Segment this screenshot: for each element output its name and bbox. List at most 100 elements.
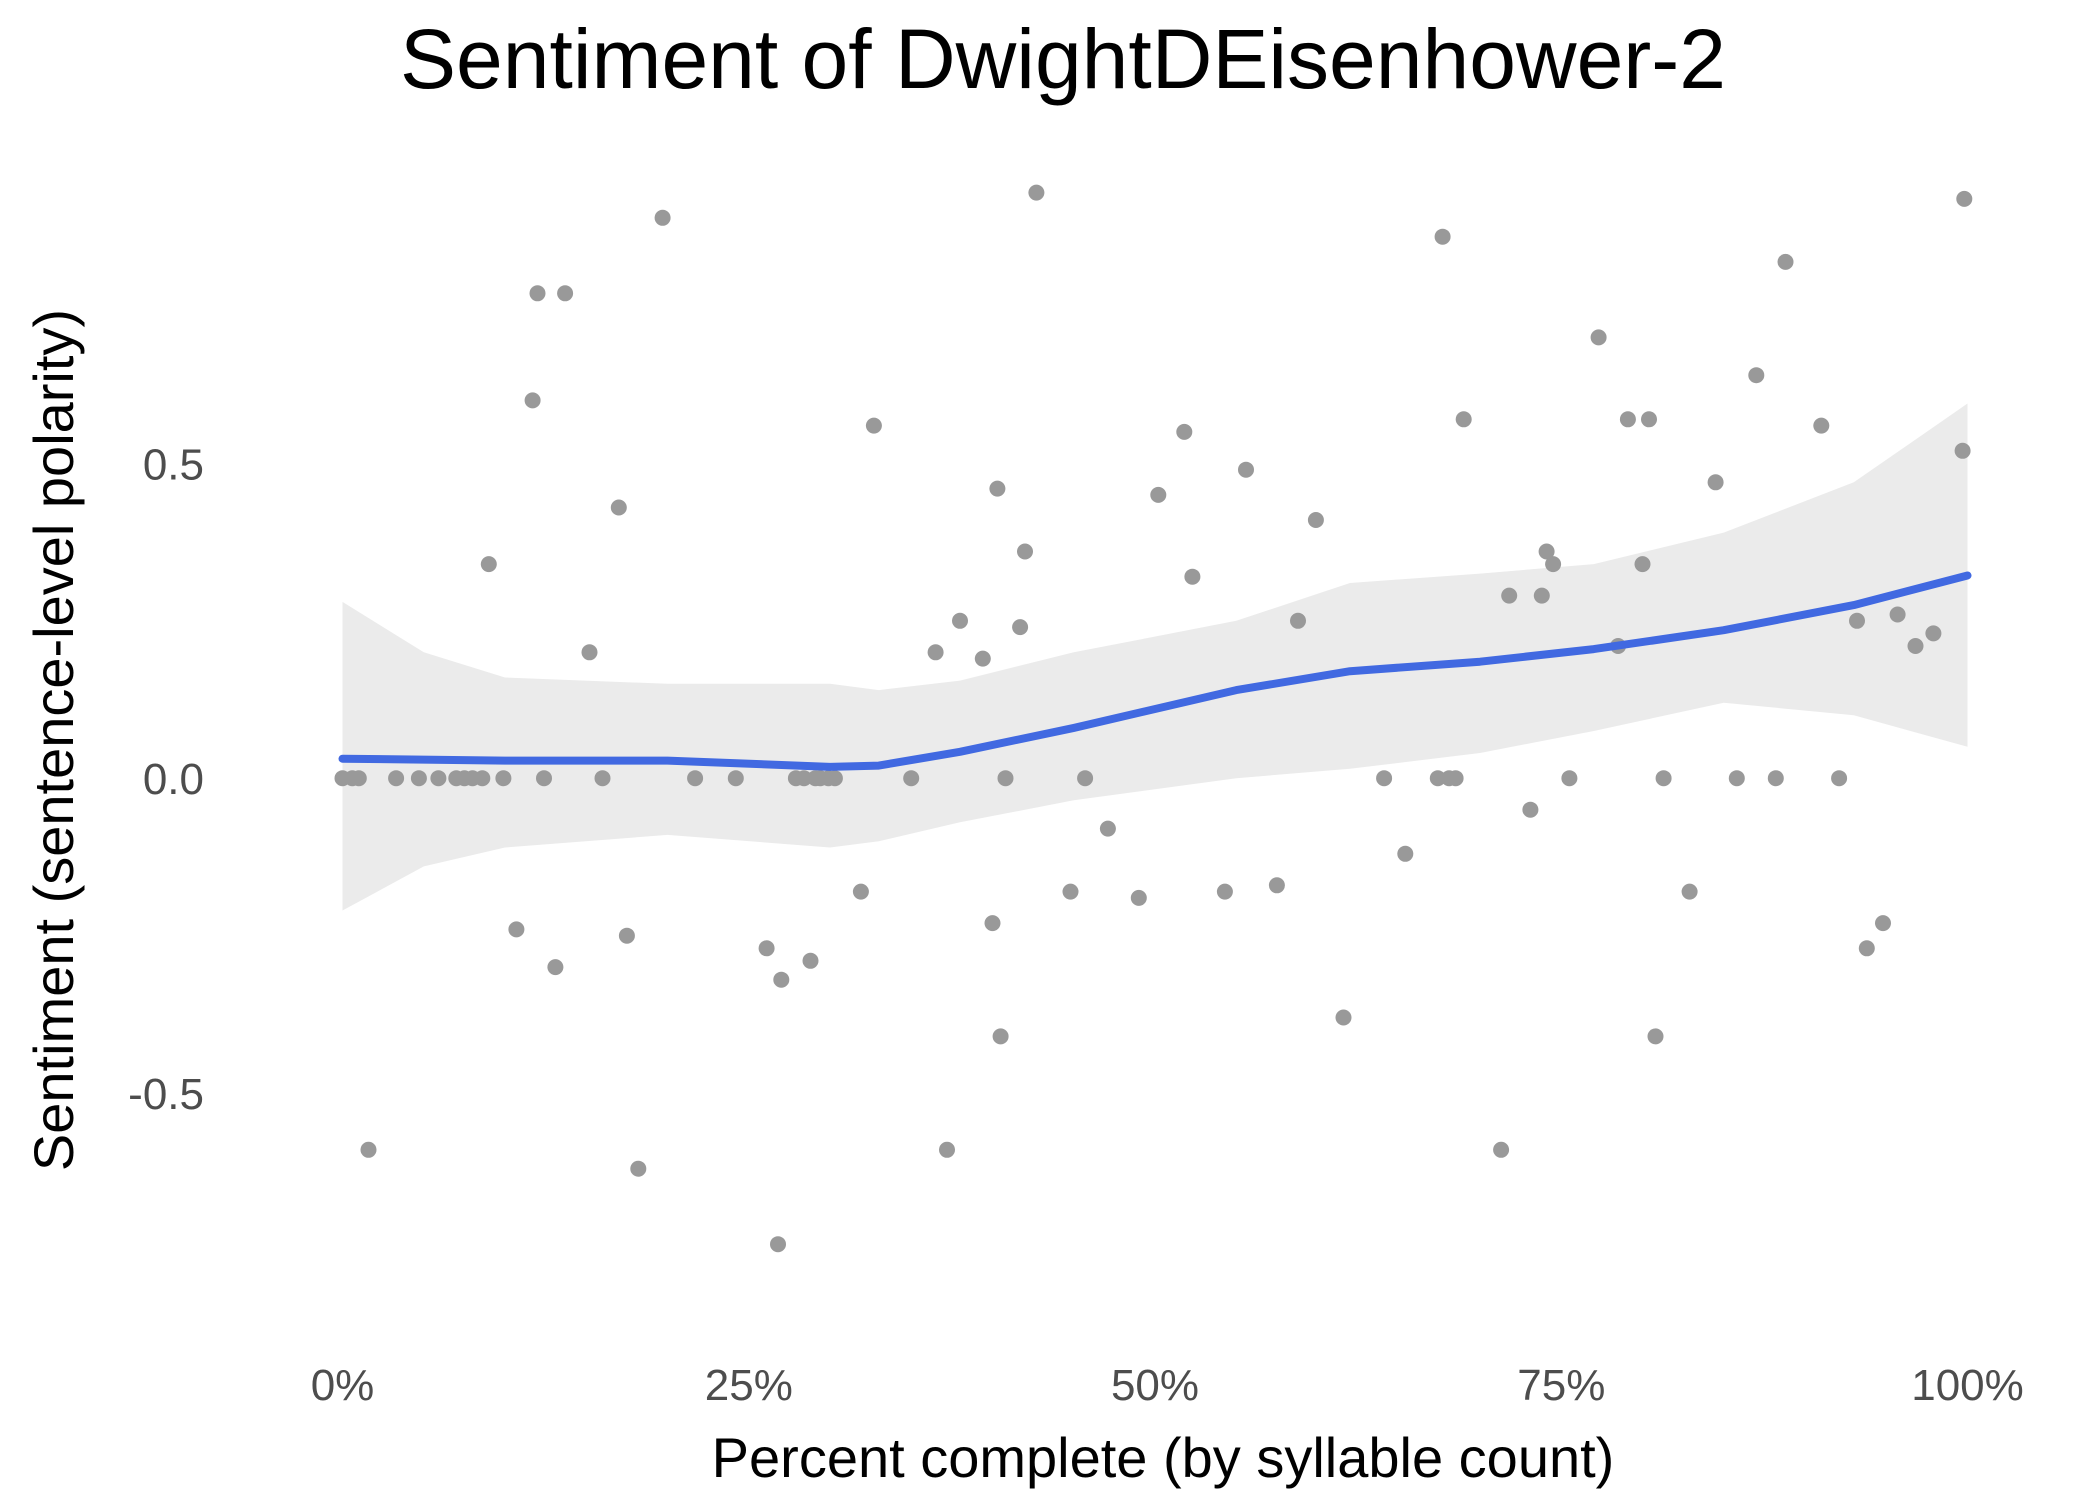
- y-tick-label: 0.0: [143, 755, 204, 804]
- x-tick-labels: 0% 25% 50% 75% 100%: [311, 1361, 2024, 1410]
- data-point: [1831, 770, 1848, 787]
- data-point: [1429, 770, 1446, 787]
- data-point: [1634, 556, 1651, 573]
- x-tick-label: 100%: [1911, 1361, 2024, 1410]
- data-point: [865, 417, 882, 434]
- data-point: [1619, 411, 1636, 428]
- data-point: [1493, 1141, 1510, 1158]
- data-point: [1707, 474, 1724, 491]
- data-point: [1434, 228, 1451, 245]
- data-point: [474, 770, 491, 787]
- data-point: [1130, 889, 1147, 906]
- data-point: [992, 1028, 1009, 1045]
- data-point: [989, 480, 1006, 497]
- data-point: [952, 612, 968, 629]
- data-point: [903, 770, 920, 787]
- confidence-band: [342, 403, 1968, 911]
- x-tick-label: 75%: [1517, 1361, 1605, 1410]
- data-point: [495, 770, 512, 787]
- data-point: [1447, 770, 1464, 787]
- data-point: [1538, 543, 1555, 560]
- data-point: [1397, 845, 1414, 862]
- x-axis-label: Percent complete (by syllable count): [712, 1426, 1615, 1489]
- data-point: [1813, 417, 1830, 434]
- data-point: [557, 285, 574, 302]
- data-point: [581, 644, 598, 661]
- data-point: [1012, 619, 1029, 636]
- data-point: [430, 770, 447, 787]
- data-point: [1307, 512, 1324, 528]
- y-tick-label: -0.5: [128, 1070, 204, 1119]
- data-point: [1017, 543, 1033, 560]
- data-point: [480, 556, 497, 573]
- data-point: [350, 770, 367, 787]
- data-point: [796, 770, 812, 787]
- data-point: [1954, 442, 1971, 459]
- data-point: [1290, 612, 1306, 629]
- chart-title: Sentiment of DwightDEisenhower-2: [400, 12, 1726, 106]
- data-point: [1907, 638, 1924, 654]
- data-point: [1561, 770, 1578, 787]
- data-point: [1647, 1028, 1664, 1045]
- data-point: [1238, 461, 1254, 478]
- points-layer: [334, 184, 1973, 1253]
- data-point: [1099, 820, 1116, 837]
- data-point: [974, 650, 991, 667]
- data-point: [594, 770, 611, 787]
- y-axis-label: Sentiment (sentence-level polarity): [22, 309, 85, 1171]
- data-point: [1028, 184, 1045, 201]
- data-point: [997, 770, 1014, 787]
- data-point: [1777, 253, 1794, 270]
- data-point: [1728, 770, 1745, 787]
- data-point: [630, 1160, 647, 1177]
- data-point: [1077, 770, 1094, 787]
- data-point: [1925, 625, 1942, 642]
- data-point: [939, 1141, 955, 1158]
- data-point: [826, 770, 843, 787]
- data-point: [1889, 606, 1906, 623]
- data-point: [984, 915, 1001, 932]
- data-point: [388, 770, 405, 787]
- data-point: [1655, 770, 1672, 787]
- data-point: [773, 971, 790, 988]
- data-point: [1681, 883, 1698, 900]
- data-point: [1150, 486, 1167, 503]
- data-point: [547, 959, 564, 976]
- confidence-band-layer: [342, 403, 1968, 911]
- data-point: [1590, 329, 1607, 346]
- data-point: [360, 1141, 377, 1158]
- data-point: [1545, 556, 1562, 573]
- data-point: [1501, 587, 1518, 604]
- data-point: [1522, 801, 1539, 818]
- data-point: [927, 644, 944, 661]
- data-point: [1748, 367, 1765, 384]
- data-point: [1216, 883, 1233, 900]
- data-point: [618, 927, 635, 944]
- data-point: [758, 940, 775, 957]
- data-point: [1455, 411, 1472, 428]
- data-point: [852, 883, 869, 900]
- data-point: [1533, 587, 1550, 604]
- x-tick-label: 25%: [705, 1361, 793, 1410]
- data-point: [610, 499, 627, 516]
- data-point: [687, 770, 704, 787]
- data-point: [1849, 612, 1865, 629]
- data-point: [1335, 1009, 1352, 1026]
- data-point: [1376, 770, 1393, 787]
- data-point: [1956, 190, 1973, 207]
- data-point: [1858, 940, 1875, 957]
- data-point: [654, 209, 671, 226]
- data-point: [1268, 877, 1285, 894]
- smooth-trend-line: [338, 571, 1972, 771]
- x-tick-label: 0%: [311, 1361, 375, 1410]
- data-point: [1062, 883, 1079, 900]
- smooth-line-layer: [338, 571, 1972, 771]
- y-tick-label: 0.5: [143, 440, 204, 489]
- x-tick-label: 50%: [1111, 1361, 1199, 1410]
- data-point: [1767, 770, 1784, 787]
- data-point: [802, 952, 819, 969]
- data-point: [529, 285, 546, 302]
- data-point: [524, 392, 541, 409]
